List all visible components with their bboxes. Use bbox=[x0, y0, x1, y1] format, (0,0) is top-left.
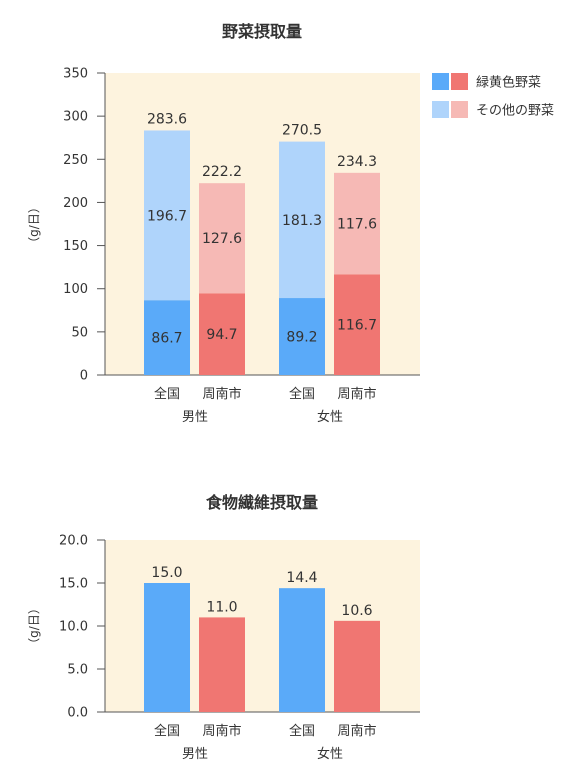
bar-segment-green-yellow-veg bbox=[199, 293, 245, 375]
legend-swatch-nation bbox=[432, 101, 449, 118]
data-label: 15.0 bbox=[151, 565, 182, 581]
x-tick-label: 全国 bbox=[154, 723, 180, 739]
y-axis-label: （g/日） bbox=[27, 602, 41, 650]
data-label: 86.7 bbox=[151, 331, 182, 347]
y-tick-label: 10.0 bbox=[59, 620, 88, 635]
total-label: 234.3 bbox=[337, 154, 377, 170]
y-tick-label: 300 bbox=[63, 110, 88, 125]
total-label: 270.5 bbox=[282, 123, 322, 139]
y-tick-label: 50 bbox=[71, 325, 88, 340]
bar bbox=[144, 583, 190, 712]
data-label: 11.0 bbox=[206, 599, 237, 615]
data-label: 117.6 bbox=[337, 217, 377, 233]
bar-segment-green-yellow-veg bbox=[334, 274, 380, 375]
data-label: 10.6 bbox=[341, 603, 372, 619]
bar-segment-other-veg bbox=[199, 183, 245, 294]
data-label: 181.3 bbox=[282, 213, 322, 229]
y-tick-label: 100 bbox=[63, 282, 88, 297]
bar bbox=[279, 588, 325, 712]
y-tick-label: 150 bbox=[63, 239, 88, 254]
data-label: 94.7 bbox=[206, 327, 237, 343]
y-tick-label: 0 bbox=[80, 369, 88, 384]
bar-segment-other-veg bbox=[144, 130, 190, 301]
y-tick-label: 200 bbox=[63, 196, 88, 211]
x-tick-label: 全国 bbox=[289, 386, 315, 402]
total-label: 222.2 bbox=[202, 164, 242, 180]
group-label: 女性 bbox=[317, 746, 343, 762]
data-label: 127.6 bbox=[202, 231, 242, 247]
x-tick-label: 周南市 bbox=[202, 723, 241, 739]
bar-segment-green-yellow-veg bbox=[144, 300, 190, 375]
legend-label: その他の野菜 bbox=[476, 104, 554, 119]
y-tick-label: 350 bbox=[63, 67, 88, 82]
chart-title: 食物繊維摂取量 bbox=[205, 493, 318, 512]
y-tick-label: 0.0 bbox=[67, 706, 88, 721]
chart-title: 野菜摂取量 bbox=[222, 22, 302, 41]
legend-swatch-city bbox=[451, 101, 468, 118]
y-axis-label: （g/日） bbox=[27, 201, 41, 249]
y-tick-label: 5.0 bbox=[67, 663, 88, 678]
dietary-fiber-intake-chart: 食物繊維摂取量 （g/日） 0.0 5.0 10.0 15.0 20.0 15.0 全国 11… bbox=[27, 493, 420, 762]
y-tick-label: 15.0 bbox=[59, 577, 88, 592]
vegetable-intake-chart: 野菜摂取量 （g/日） 0 50 100 150 200 250 300 350 86.7 196… bbox=[27, 22, 554, 425]
x-tick-label: 全国 bbox=[154, 386, 180, 402]
data-label: 116.7 bbox=[337, 318, 377, 334]
y-tick-label: 250 bbox=[63, 153, 88, 168]
group-label: 男性 bbox=[182, 410, 208, 425]
total-label: 283.6 bbox=[147, 111, 187, 127]
data-label: 14.4 bbox=[286, 570, 317, 586]
bar bbox=[334, 620, 380, 712]
data-label: 196.7 bbox=[147, 208, 187, 224]
x-tick-label: 周南市 bbox=[337, 386, 376, 402]
legend-swatch-city bbox=[451, 73, 468, 90]
group-label: 男性 bbox=[182, 747, 208, 762]
legend-swatch-nation bbox=[432, 73, 449, 90]
bar-segment-green-yellow-veg bbox=[279, 298, 325, 375]
x-tick-label: 全国 bbox=[289, 723, 315, 739]
bar-segment-other-veg bbox=[334, 172, 380, 275]
data-label: 89.2 bbox=[286, 330, 317, 346]
y-tick-label: 20.0 bbox=[59, 534, 88, 549]
bar bbox=[199, 617, 245, 712]
group-label: 女性 bbox=[317, 409, 343, 425]
bar-segment-other-veg bbox=[279, 141, 325, 299]
x-tick-label: 周南市 bbox=[337, 723, 376, 739]
x-tick-label: 周南市 bbox=[202, 386, 241, 402]
legend-label: 緑黄色野菜 bbox=[476, 75, 541, 91]
